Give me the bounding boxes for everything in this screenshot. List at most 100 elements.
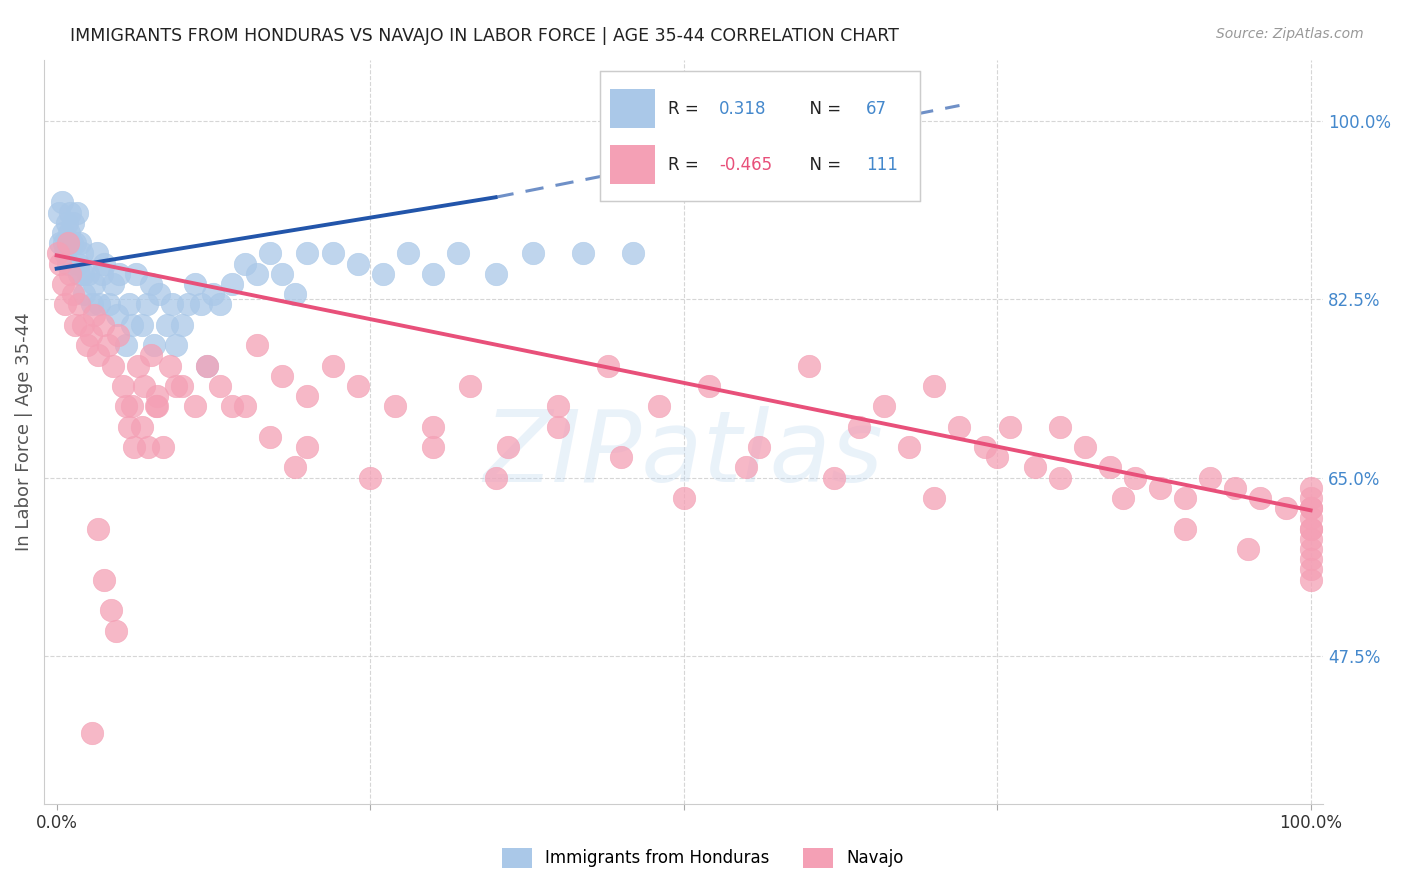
Point <box>259 430 281 444</box>
Point <box>90 267 112 281</box>
Point <box>52 226 75 240</box>
Point <box>114 338 136 352</box>
Point <box>73 287 96 301</box>
Point <box>208 297 231 311</box>
Point <box>735 460 758 475</box>
Point <box>145 399 167 413</box>
Point <box>72 267 94 281</box>
Point <box>183 399 205 413</box>
Point <box>547 399 569 413</box>
Point <box>121 318 143 332</box>
Point <box>118 419 141 434</box>
Text: IMMIGRANTS FROM HONDURAS VS NAVAJO IN LABOR FORCE | AGE 35-44 CORRELATION CHART: IMMIGRANTS FROM HONDURAS VS NAVAJO IN LA… <box>70 27 900 45</box>
Point <box>422 267 444 281</box>
Point <box>1249 491 1271 505</box>
Point <box>422 440 444 454</box>
Point <box>67 267 90 281</box>
Point <box>1074 440 1097 454</box>
Point <box>460 379 482 393</box>
Point <box>823 471 845 485</box>
Point <box>93 573 115 587</box>
Point <box>69 236 91 251</box>
Point <box>62 216 84 230</box>
Point <box>1199 471 1222 485</box>
Point <box>124 267 146 281</box>
Point <box>80 725 103 739</box>
Point <box>124 440 146 454</box>
Point <box>83 277 105 291</box>
Point <box>1299 552 1322 566</box>
Point <box>146 399 169 413</box>
Point <box>183 277 205 291</box>
Point <box>484 471 506 485</box>
Point <box>131 318 153 332</box>
Point <box>848 419 870 434</box>
Point <box>48 205 70 219</box>
Point <box>572 246 595 260</box>
Point <box>59 205 82 219</box>
Point <box>58 226 80 240</box>
Point <box>297 440 319 454</box>
Point <box>221 277 243 291</box>
Point <box>1174 522 1197 536</box>
Point <box>60 236 83 251</box>
Point <box>1049 419 1071 434</box>
Point <box>1123 471 1146 485</box>
Point <box>156 318 179 332</box>
Point <box>105 308 128 322</box>
Point <box>67 297 90 311</box>
Point <box>131 419 153 434</box>
Point <box>143 338 166 352</box>
Point <box>297 246 319 260</box>
Point <box>100 603 122 617</box>
Point <box>89 297 111 311</box>
Point <box>246 338 269 352</box>
Point <box>297 389 319 403</box>
Point <box>104 624 127 638</box>
Point <box>1237 542 1260 557</box>
Point <box>1299 522 1322 536</box>
Point <box>195 359 218 373</box>
Point <box>98 297 121 311</box>
Point <box>66 205 89 219</box>
Point <box>259 246 281 260</box>
Point <box>83 308 105 322</box>
Point <box>1049 471 1071 485</box>
Point <box>284 460 307 475</box>
Text: Source: ZipAtlas.com: Source: ZipAtlas.com <box>1216 27 1364 41</box>
Point <box>647 399 669 413</box>
Point <box>948 419 970 434</box>
Point <box>136 440 159 454</box>
Point <box>1024 460 1046 475</box>
Point <box>898 440 921 454</box>
Point <box>160 297 183 311</box>
Point <box>1299 501 1322 516</box>
Point <box>396 246 419 260</box>
Point <box>66 256 89 270</box>
Point <box>233 399 256 413</box>
Point <box>107 327 129 342</box>
Point <box>76 338 98 352</box>
Point <box>322 359 344 373</box>
Point <box>70 246 93 260</box>
Point <box>623 246 645 260</box>
Point <box>49 236 72 251</box>
Point <box>422 419 444 434</box>
Point <box>101 359 124 373</box>
Point <box>55 216 77 230</box>
Point <box>79 327 101 342</box>
Point <box>112 379 135 393</box>
Point <box>93 256 115 270</box>
Point <box>610 450 633 465</box>
Point <box>1149 481 1171 495</box>
Point <box>998 419 1021 434</box>
Point <box>284 287 307 301</box>
Point <box>1299 532 1322 546</box>
Point <box>139 348 162 362</box>
Point <box>190 297 212 311</box>
Point <box>118 297 141 311</box>
Point <box>1299 491 1322 505</box>
Point <box>873 399 896 413</box>
Point <box>271 368 294 383</box>
Point <box>121 399 143 413</box>
